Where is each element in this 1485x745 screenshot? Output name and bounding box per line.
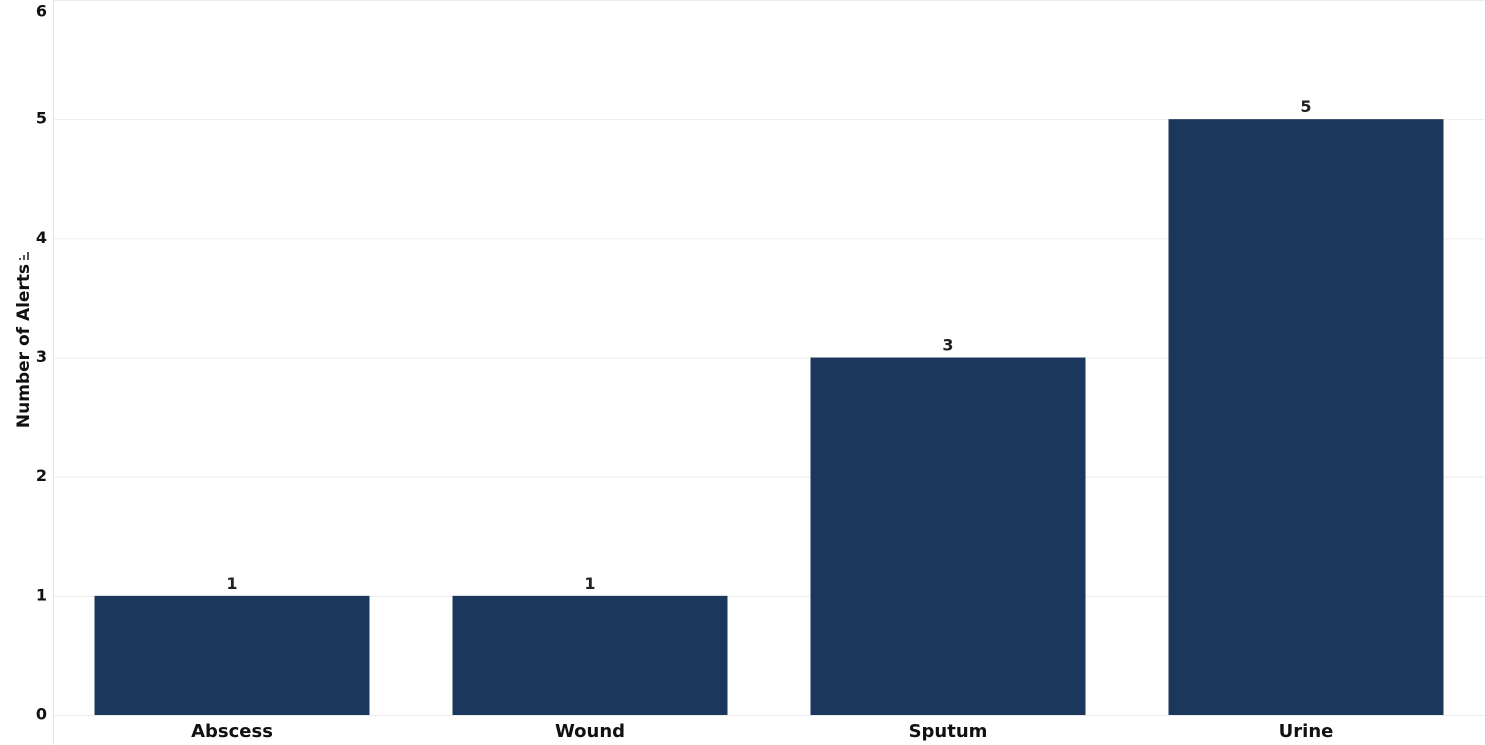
y-tick-label: 0 (36, 705, 47, 724)
x-axis-labels: Abscess Wound Sputum Urine (191, 721, 1333, 742)
x-tick-label-sputum: Sputum (909, 721, 988, 742)
y-tick-label: 1 (36, 585, 47, 604)
bars (94, 119, 1444, 716)
data-labels: 1 1 3 5 (226, 97, 1311, 593)
bar-abscess[interactable] (94, 595, 370, 715)
y-axis-title: Number of Alerts (14, 264, 34, 428)
y-tick-label: 5 (36, 109, 47, 128)
y-tick-label: 6 (36, 2, 47, 21)
bar-wound[interactable] (452, 595, 728, 715)
bar-sputum[interactable] (810, 357, 1086, 716)
y-axis-ticks: 0 1 2 3 4 5 6 (36, 2, 47, 724)
bar-urine[interactable] (1168, 119, 1444, 715)
y-tick-label: 3 (36, 347, 47, 366)
y-axis-title-group: Number of Alerts (14, 252, 34, 428)
x-tick-label-abscess: Abscess (191, 721, 273, 742)
x-tick-label-urine: Urine (1279, 721, 1334, 742)
x-tick-label-wound: Wound (555, 721, 625, 742)
data-label-sputum: 3 (942, 336, 953, 355)
y-tick-label: 2 (36, 466, 47, 485)
data-label-urine: 5 (1300, 97, 1311, 116)
sort-icon[interactable] (19, 252, 29, 260)
data-label-wound: 1 (584, 574, 595, 593)
data-label-abscess: 1 (226, 574, 237, 593)
y-tick-label: 4 (36, 228, 47, 247)
